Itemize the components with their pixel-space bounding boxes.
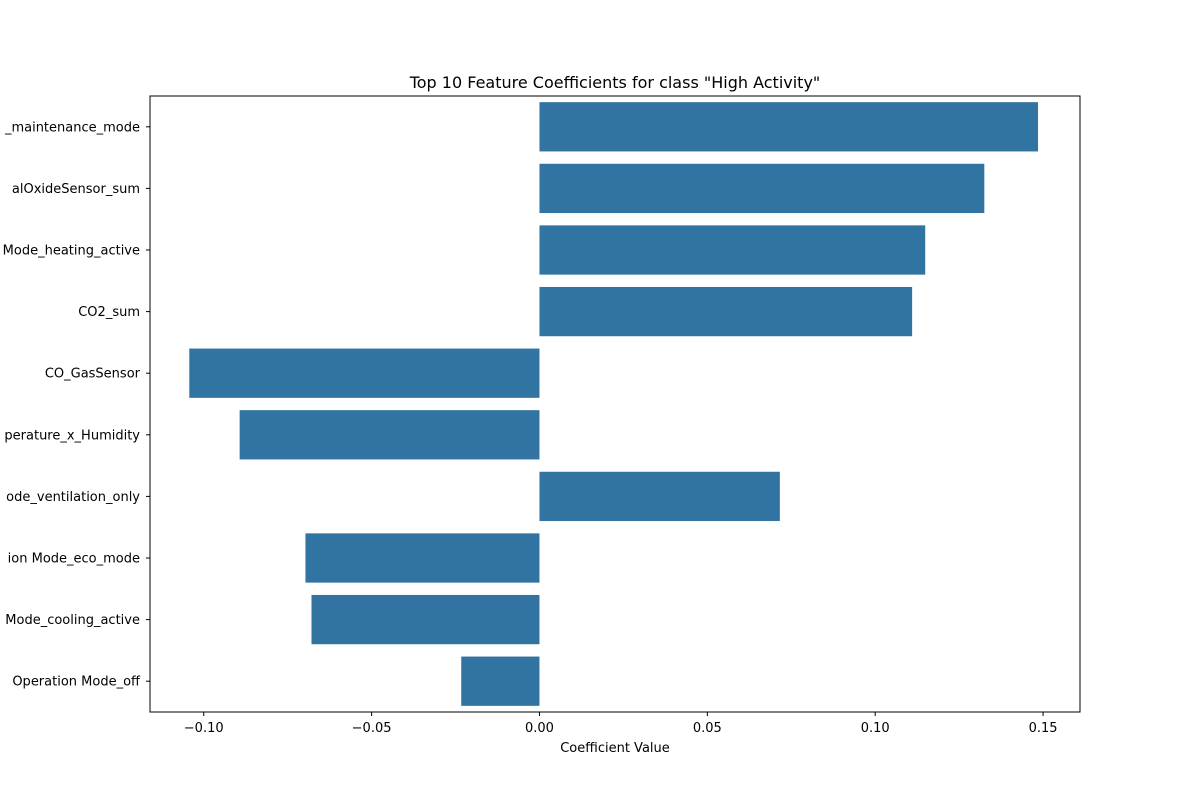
- bar: [539, 225, 926, 275]
- y-tick-label: Mode_heating_active: [3, 244, 140, 259]
- bar: [239, 410, 540, 460]
- bar: [539, 471, 780, 522]
- bars-group: [189, 102, 1039, 706]
- x-tick-label: 0.15: [1029, 721, 1058, 736]
- bar: [539, 102, 1039, 152]
- bar: [311, 594, 540, 645]
- bar: [305, 533, 540, 583]
- y-tick-label: CO_GasSensor: [45, 367, 141, 382]
- x-tick-label: 0.00: [525, 721, 554, 736]
- y-tick-label: ion Mode_eco_mode: [8, 552, 140, 567]
- bar: [539, 163, 985, 214]
- y-tick-label: alOxideSensor_sum: [12, 182, 140, 197]
- x-ticks-group: −0.10 −0.05 0.00 0.05 0.10 0.15: [184, 712, 1058, 736]
- y-tick-label: ode_ventilation_only: [6, 490, 140, 505]
- y-tick-label: Mode_cooling_active: [5, 613, 140, 628]
- bar: [539, 286, 913, 337]
- bar: [461, 656, 540, 706]
- y-tick-label: Operation Mode_off: [12, 675, 141, 690]
- chart-title: Top 10 Feature Coefficients for class "H…: [409, 73, 821, 92]
- x-tick-label: 0.05: [693, 721, 722, 736]
- bar: [189, 348, 540, 398]
- x-axis-label: Coefficient Value: [560, 741, 670, 756]
- plot-frame: [149, 95, 1081, 713]
- x-tick-label: 0.10: [861, 721, 890, 736]
- x-tick-label: −0.05: [352, 721, 392, 736]
- y-tick-label: perature_x_Humidity: [4, 428, 140, 443]
- x-tick-label: −0.10: [184, 721, 224, 736]
- category-labels-group: _maintenance_mode alOxideSensor_sum Mode_h…: [3, 120, 150, 690]
- y-tick-label: _maintenance_mode: [4, 120, 140, 135]
- y-tick-label: CO2_sum: [78, 305, 140, 320]
